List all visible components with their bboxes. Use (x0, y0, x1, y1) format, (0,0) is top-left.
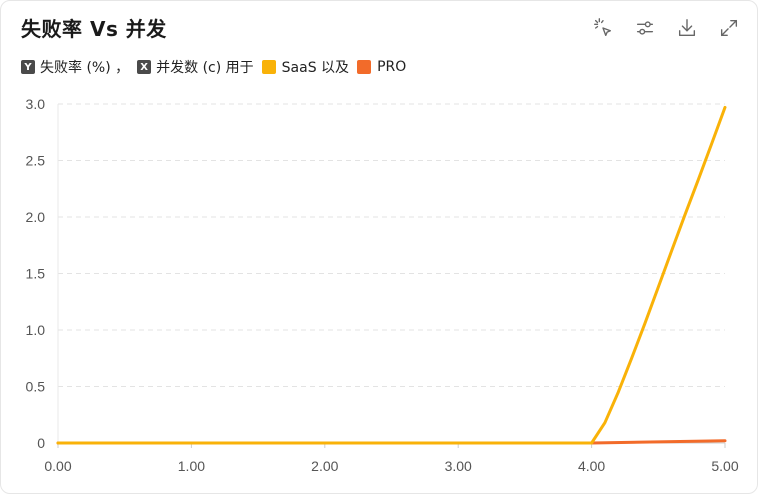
y-axis-badge: Y (21, 60, 35, 74)
x-tick-label: 3.00 (445, 458, 472, 474)
x-tick-label: 5.00 (711, 458, 738, 474)
y-tick-label: 2.5 (26, 153, 46, 169)
y-axis-legend-text: 失败率 (%) ， (40, 60, 130, 76)
x-axis-badge: X (137, 60, 152, 74)
x-tick-label: 1.00 (178, 458, 205, 474)
legend-item-pro[interactable]: PRO (377, 59, 407, 75)
chart-toolbar (589, 15, 743, 41)
y-tick-label: 2.0 (26, 209, 46, 225)
select-cursor-icon[interactable] (589, 15, 617, 41)
chart-title: 失败率 Vs 并发 (21, 17, 167, 41)
y-tick-label: 1.5 (26, 266, 46, 282)
y-tick-label: 0 (37, 435, 45, 451)
download-icon[interactable] (673, 15, 701, 41)
y-tick-label: 1.0 (26, 322, 46, 338)
y-tick-label: 3.0 (26, 96, 46, 112)
x-tick-label: 0.00 (44, 458, 71, 474)
sliders-icon[interactable] (631, 15, 659, 41)
expand-icon[interactable] (715, 15, 743, 41)
series-line-saas (56, 105, 727, 445)
y-tick-label: 0.5 (26, 379, 46, 395)
x-tick-label: 4.00 (578, 458, 605, 474)
legend-swatch-saas[interactable] (261, 60, 276, 74)
x-axis-legend-text: 并发数 (c) 用于 (156, 60, 254, 76)
x-tick-label: 2.00 (311, 458, 338, 474)
legend-item-saas[interactable]: SaaS 以及 (281, 60, 350, 76)
chart-legend: Y 失败率 (%) ， X 并发数 (c) 用于 SaaS 以及 PRO (21, 57, 414, 77)
legend-swatch-pro[interactable] (357, 60, 372, 74)
